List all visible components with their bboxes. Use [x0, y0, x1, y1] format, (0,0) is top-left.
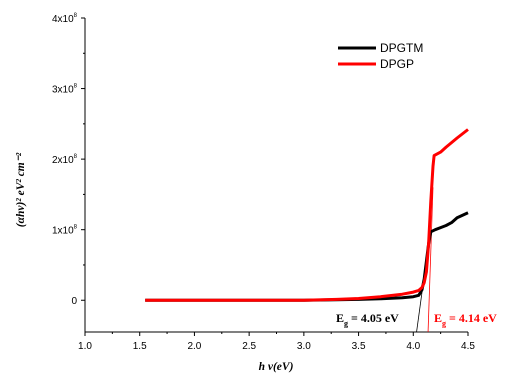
- x-tick-label: 3.5: [352, 341, 366, 352]
- band-gap-label: Eg = 4.14 eV: [434, 311, 497, 328]
- series-lines: [145, 128, 469, 302]
- band-gap-subscript: g: [344, 319, 348, 328]
- x-tick-label: 1.5: [133, 341, 147, 352]
- y-tick-mantissa: 3x10: [52, 85, 74, 96]
- band-gap-subscript: g: [442, 319, 446, 328]
- band-gap-annotations: Eg = 4.05 eV Eg = 4.14 eV: [336, 311, 497, 328]
- y-axis-label: (αhν)² eV² cm⁻²: [15, 152, 27, 227]
- x-tick-label: 2.0: [187, 341, 201, 352]
- y-tick-label: 2x108: [52, 154, 78, 166]
- y-tick-label: 0: [71, 296, 77, 307]
- y-tick-exponent: 8: [74, 84, 78, 90]
- legend-label: DPGTM: [380, 41, 423, 55]
- band-gap-label: Eg = 4.05 eV: [336, 311, 399, 328]
- y-tick-label: 1x108: [52, 225, 78, 237]
- y-tick-exponent: 8: [74, 154, 78, 160]
- y-tick-label: 3x108: [52, 84, 78, 96]
- y-tick-mantissa: 1x10: [52, 226, 74, 237]
- x-tick-label: 1.0: [78, 341, 92, 352]
- y-tick-mantissa: 0: [71, 296, 77, 307]
- x-tick-label: 4.0: [406, 341, 420, 352]
- tangent-line: [427, 187, 434, 333]
- y-tick-exponent: 8: [74, 13, 78, 19]
- chart-legend: DPGTM DPGP: [338, 41, 423, 71]
- band-gap-value: = 4.14 eV: [446, 311, 497, 325]
- band-gap-symbol: E: [434, 311, 442, 325]
- legend-label: DPGP: [380, 57, 414, 71]
- x-tick-label: 2.5: [242, 341, 256, 352]
- series-line-dpgp: [145, 128, 469, 302]
- x-tick-label: 4.5: [461, 341, 475, 352]
- y-tick-mantissa: 2x10: [52, 155, 74, 166]
- band-gap-value: = 4.05 eV: [348, 311, 399, 325]
- x-axis-label: h ν(eV): [259, 361, 294, 373]
- x-tick-label: 3.0: [297, 341, 311, 352]
- x-axis-ticks: 1.0 1.5 2.0 2.5 3.0 3.5 4.0 4.5: [78, 332, 475, 352]
- y-tick-mantissa: 4x10: [52, 14, 74, 25]
- series-line-dpgtm: [145, 211, 469, 302]
- y-tick-exponent: 8: [74, 225, 78, 231]
- y-tick-label: 4x108: [52, 13, 78, 25]
- band-gap-symbol: E: [336, 311, 344, 325]
